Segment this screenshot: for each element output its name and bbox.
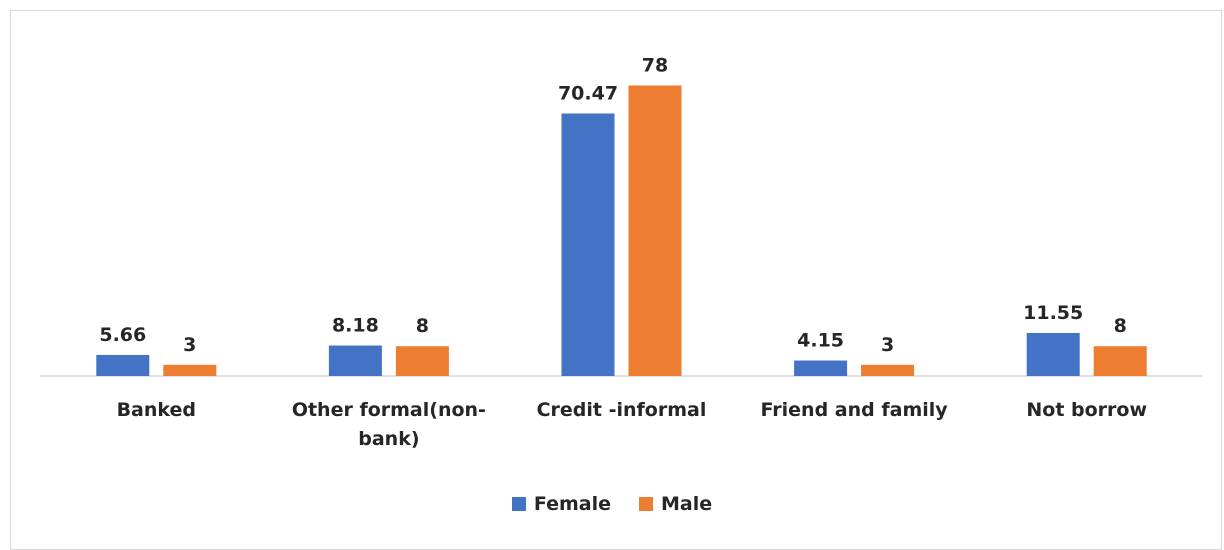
legend-label: Female bbox=[533, 493, 611, 515]
bar bbox=[794, 360, 848, 376]
data-label: 8.18 bbox=[332, 315, 379, 337]
bar bbox=[561, 113, 615, 376]
data-label: 8 bbox=[1114, 315, 1127, 337]
bar bbox=[1093, 346, 1147, 376]
data-label: 3 bbox=[183, 334, 196, 356]
x-tick-label: Not borrow bbox=[1026, 399, 1148, 421]
bar bbox=[328, 345, 382, 376]
bar bbox=[628, 85, 682, 376]
x-tick-label: Other formal(non-bank) bbox=[291, 399, 486, 450]
data-label: 5.66 bbox=[99, 324, 146, 346]
data-label: 8 bbox=[416, 315, 429, 337]
bar bbox=[163, 364, 217, 376]
legend-item: Female bbox=[511, 493, 611, 515]
legend-item: Male bbox=[638, 493, 713, 515]
x-tick-label: Credit -informal bbox=[536, 399, 707, 421]
bar bbox=[861, 364, 915, 376]
data-label: 11.55 bbox=[1023, 302, 1083, 324]
data-label: 70.47 bbox=[558, 82, 618, 104]
legend-swatch bbox=[511, 497, 526, 511]
legend-swatch bbox=[638, 497, 653, 511]
data-label: 78 bbox=[642, 54, 668, 76]
legend-label: Male bbox=[660, 493, 713, 515]
data-label: 3 bbox=[881, 334, 894, 356]
data-label: 4.15 bbox=[797, 330, 844, 352]
bar bbox=[96, 354, 150, 376]
legend: Female Male bbox=[0, 493, 1224, 515]
bar bbox=[1026, 332, 1080, 376]
bar bbox=[395, 346, 449, 376]
x-tick-label: Friend and family bbox=[760, 399, 948, 421]
x-tick-label: Banked bbox=[116, 399, 197, 421]
